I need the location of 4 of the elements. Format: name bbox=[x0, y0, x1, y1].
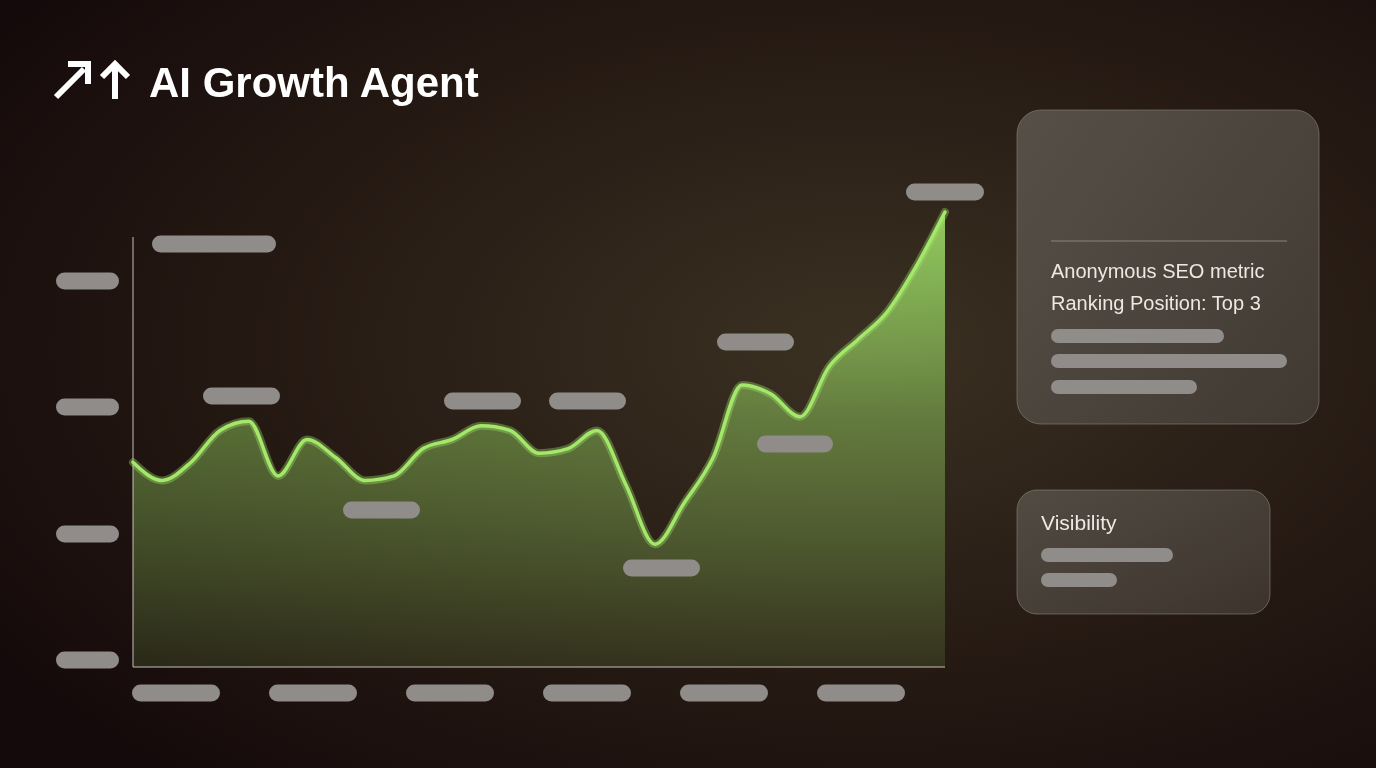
text: Anonymous SEO metric bbox=[1051, 260, 1265, 282]
chart-title: AI Growth Agent bbox=[149, 59, 479, 106]
text: Ranking Position: Top 3 bbox=[1051, 292, 1261, 314]
text: Visibility bbox=[1041, 511, 1117, 534]
